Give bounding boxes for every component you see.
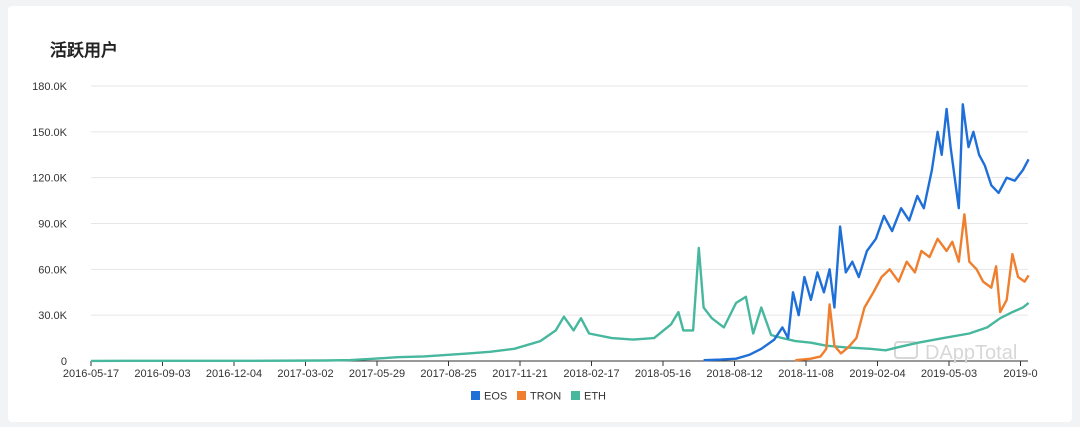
legend-swatch bbox=[517, 391, 526, 400]
x-tick-label: 2016-12-04 bbox=[206, 368, 262, 380]
y-tick-label: 90.0K bbox=[38, 219, 67, 231]
x-tick-label: 2019-05-03 bbox=[921, 368, 977, 380]
series-line-tron bbox=[795, 213, 1030, 362]
watermark-logo-icon bbox=[894, 341, 918, 359]
series-line-eth bbox=[90, 246, 1030, 363]
watermark-text: DAppTotal bbox=[925, 342, 1017, 364]
legend-label: EOS bbox=[484, 391, 507, 403]
legend-item-tron[interactable]: TRON bbox=[517, 391, 561, 403]
x-tick-label: 2018-02-17 bbox=[563, 368, 619, 380]
watermark: DAppTotal bbox=[894, 341, 1017, 364]
x-tick-label: 2019-02-04 bbox=[849, 368, 905, 380]
x-tick-label: 2017-08-25 bbox=[420, 368, 476, 380]
x-tick-label: 2017-11-21 bbox=[492, 368, 547, 380]
legend-item-eos[interactable]: EOS bbox=[471, 391, 507, 403]
y-tick-label: 120.0K bbox=[32, 173, 68, 185]
x-tick-label: 2018-11-08 bbox=[778, 368, 833, 380]
x-tick-label: 2016-05-17 bbox=[63, 368, 119, 380]
x-tick-label: 2018-08-12 bbox=[706, 368, 762, 380]
legend-label: ETH bbox=[584, 391, 606, 403]
y-tick-label: 180.0K bbox=[32, 81, 68, 93]
x-tick-label: 2016-09-03 bbox=[134, 368, 190, 380]
legend-item-eth[interactable]: ETH bbox=[571, 391, 606, 403]
legend-swatch bbox=[571, 391, 580, 400]
series-lines bbox=[90, 103, 1030, 363]
series-line-eos bbox=[703, 103, 1030, 362]
y-tick-label: 30.0K bbox=[38, 310, 67, 322]
x-tick-label: 2017-05-29 bbox=[349, 368, 405, 380]
legend: EOS TRON ETH bbox=[471, 391, 606, 403]
x-tick-label: 2019-0 bbox=[1003, 368, 1037, 380]
y-tick-label: 60.0K bbox=[38, 264, 67, 276]
grid-lines bbox=[91, 85, 1028, 362]
y-tick-label: 150.0K bbox=[32, 127, 68, 139]
x-tick-label: 2017-03-02 bbox=[277, 368, 333, 380]
chart-title: 活跃用户 bbox=[50, 41, 118, 61]
legend-swatch bbox=[471, 391, 480, 400]
x-axis-ticks: 2016-05-17 2016-09-03 2016-12-04 2017-03-02… bbox=[63, 361, 1038, 380]
legend-label: TRON bbox=[530, 391, 561, 403]
y-axis-ticks: 0 30.0K 60.0K 90.0K 120.0K 150.0K 180.0K bbox=[32, 81, 68, 368]
x-tick-label: 2018-05-16 bbox=[635, 368, 691, 380]
y-tick-label: 0 bbox=[61, 356, 67, 368]
